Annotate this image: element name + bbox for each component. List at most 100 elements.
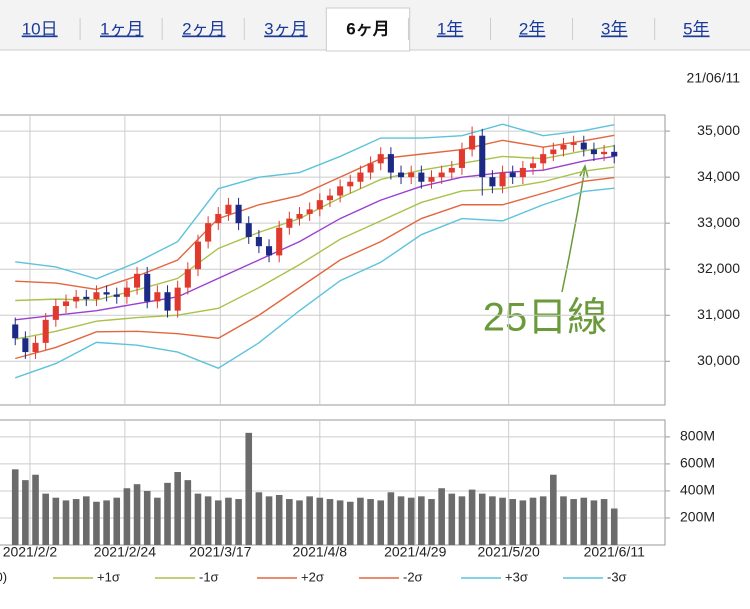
- volume-bar: [204, 496, 212, 545]
- candle-body: [448, 167, 455, 173]
- volume-bar: [286, 499, 293, 545]
- candle-body: [32, 342, 39, 353]
- candle-body: [438, 172, 445, 178]
- tab[interactable]: 3ヶ月: [264, 19, 307, 38]
- candle-body: [73, 296, 80, 302]
- candle-body: [286, 218, 293, 228]
- candle-body: [357, 172, 364, 182]
- candle-body: [235, 204, 242, 224]
- y-tick-label: 30,000: [697, 352, 740, 368]
- volume-bar: [610, 508, 618, 545]
- candle-body: [103, 292, 110, 295]
- volume-bar: [32, 474, 39, 545]
- tab[interactable]: 3年: [601, 19, 627, 38]
- volume-bar: [275, 495, 283, 545]
- band-line: [14, 187, 615, 379]
- candle-body: [255, 236, 262, 247]
- volume-bar: [458, 496, 466, 545]
- volume-bar: [82, 496, 90, 545]
- candle-body: [194, 241, 202, 270]
- x-tick-label: 2021/3/17: [189, 544, 251, 560]
- candle-body: [123, 287, 130, 297]
- volume-bar: [52, 497, 60, 545]
- volume-bar: [580, 497, 588, 545]
- volume-bar: [560, 496, 567, 545]
- volume-bar: [194, 493, 202, 545]
- volume-bar: [600, 499, 608, 545]
- legend-label: +2σ: [301, 569, 324, 584]
- legend-label: -1σ: [199, 569, 219, 584]
- candle-body: [580, 142, 587, 150]
- candle-body: [266, 246, 273, 256]
- volume-bar: [519, 500, 527, 545]
- x-tick-label: 2021/5/20: [478, 544, 540, 560]
- y-tick-label: 32,000: [697, 260, 740, 276]
- tab[interactable]: 5年: [683, 19, 709, 38]
- volume-bar: [133, 484, 141, 545]
- volume-bar: [245, 432, 253, 545]
- candle-body: [529, 163, 537, 168]
- volume-bar: [184, 480, 192, 545]
- candle-body: [560, 144, 567, 150]
- volume-bar: [62, 500, 70, 545]
- candle-body: [601, 151, 608, 155]
- tab[interactable]: 1年: [437, 19, 463, 38]
- volume-bar: [418, 496, 425, 545]
- candle-body: [316, 200, 323, 210]
- volume-bar: [123, 488, 131, 545]
- volume-bar: [235, 499, 242, 545]
- candle-body: [62, 301, 70, 307]
- volume-bar: [225, 497, 232, 545]
- candle-body: [418, 172, 425, 182]
- volume-bar: [316, 497, 324, 545]
- candle-body: [22, 338, 29, 353]
- volume-bar: [570, 499, 577, 545]
- legend-label: -3σ: [607, 569, 627, 584]
- band-line: [15, 123, 615, 280]
- volume-bar: [164, 482, 171, 545]
- volume-bar: [336, 500, 344, 545]
- candle-body: [276, 227, 283, 256]
- volume-bar: [539, 496, 547, 545]
- volume-bar: [387, 492, 395, 545]
- candle-body: [479, 135, 486, 178]
- volume-bar: [42, 493, 49, 545]
- candle-body: [215, 213, 222, 224]
- candle-body: [458, 149, 465, 168]
- candle-body: [377, 154, 384, 164]
- volume-bar: [326, 499, 334, 545]
- candle-body: [113, 294, 120, 297]
- tab[interactable]: 2ヶ月: [182, 19, 225, 38]
- tab[interactable]: 2年: [519, 19, 545, 38]
- candle-body: [428, 177, 435, 182]
- candle-body: [144, 273, 151, 302]
- y-tick-label: 200M: [680, 509, 715, 525]
- volume-bar: [143, 490, 151, 545]
- volume-bar: [367, 499, 374, 545]
- candle-body: [93, 292, 100, 300]
- legend-label: (20): [0, 569, 7, 584]
- volume-bar: [22, 480, 29, 545]
- candle-body: [184, 269, 191, 288]
- tab[interactable]: 10日: [22, 19, 58, 38]
- volume-bar: [407, 497, 415, 545]
- volume-bar: [509, 499, 517, 545]
- price-panel: [0, 114, 666, 406]
- volume-bar: [499, 497, 506, 545]
- volume-bar: [72, 499, 80, 545]
- band-line: [15, 166, 615, 340]
- volume-bar: [448, 493, 456, 545]
- band-line: [15, 134, 615, 291]
- candle-body: [306, 209, 313, 214]
- tab[interactable]: 1ヶ月: [100, 19, 143, 38]
- volume-bar: [93, 501, 100, 545]
- y-tick-label: 34,000: [697, 168, 740, 184]
- x-tick-label: 2021/2/2: [3, 544, 58, 560]
- candle-body: [12, 324, 19, 339]
- candle-body: [469, 135, 476, 150]
- tab[interactable]: 6ヶ月: [346, 19, 389, 38]
- volume-bar: [468, 489, 476, 545]
- y-tick-label: 800M: [680, 428, 715, 444]
- x-tick-label: 2021/6/11: [584, 544, 645, 560]
- volume-bar: [428, 499, 435, 545]
